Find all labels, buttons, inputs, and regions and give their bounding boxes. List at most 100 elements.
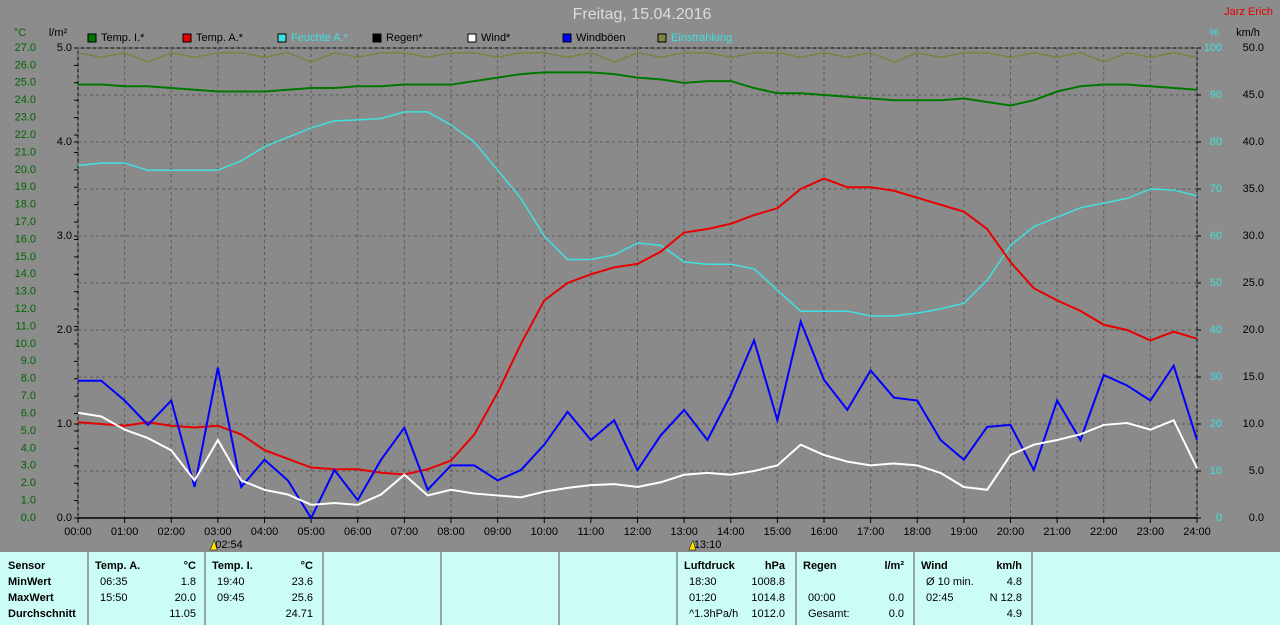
y-tick-label: 2.0 [57, 324, 72, 336]
y-tick-label: 5.0 [1249, 465, 1264, 477]
sun-icon [209, 539, 218, 551]
legend-label: Wind* [481, 32, 511, 44]
x-tick-label: 00:00 [64, 526, 92, 538]
y-tick-label: 0 [1216, 512, 1222, 524]
y-tick-label: 3.0 [21, 460, 36, 472]
legend-swatch [467, 33, 477, 43]
x-tick-label: 04:00 [251, 526, 279, 538]
stats-panel [0, 552, 1280, 625]
x-tick-label: 13:00 [670, 526, 698, 538]
data-line [77, 177, 1198, 476]
x-tick-label: 09:00 [484, 526, 512, 538]
column-header: Temp. I. [212, 560, 253, 572]
y-tick-label: 3.0 [57, 230, 72, 242]
y-tick-label: 1.0 [57, 418, 72, 430]
table-cell: 01:20 [689, 592, 717, 604]
table-cell: Ø 10 min. [926, 576, 974, 588]
y-tick-label: 24.0 [15, 94, 36, 106]
y-tick-label: 5.0 [21, 425, 36, 437]
table-cell: 4.8 [1007, 576, 1022, 588]
y-tick-label: 25.0 [1243, 277, 1264, 289]
data-line [77, 411, 1198, 506]
x-tick-label: 18:00 [903, 526, 931, 538]
table-cell: 1012.0 [751, 608, 785, 620]
x-tick-label: 15:00 [764, 526, 792, 538]
y-tick-label: 4.0 [21, 442, 36, 454]
column-unit: l/m² [884, 560, 904, 572]
x-tick-label: 17:00 [857, 526, 885, 538]
annotation: 02:54 [215, 539, 243, 551]
y-tick-label: 70 [1210, 183, 1222, 195]
y-tick-label: 30.0 [1243, 230, 1264, 242]
axis-title: km/h [1236, 27, 1260, 39]
y-tick-label: 4.0 [57, 136, 72, 148]
table-cell: 24.71 [285, 608, 313, 620]
y-tick-label: 19.0 [15, 181, 36, 193]
x-tick-label: 21:00 [1043, 526, 1071, 538]
legend-swatch [372, 33, 382, 43]
table-cell: ^1.3hPa/h [689, 608, 738, 620]
table-cell: 25.6 [292, 592, 313, 604]
y-tick-label: 15.0 [1243, 371, 1264, 383]
y-tick-label: 50.0 [1243, 42, 1264, 54]
x-tick-label: 05:00 [297, 526, 325, 538]
y-tick-label: 21.0 [15, 146, 36, 158]
x-tick-label: 23:00 [1137, 526, 1165, 538]
axis-title: l/m² [49, 27, 68, 39]
column-unit: hPa [765, 560, 786, 572]
y-tick-label: 0.0 [21, 512, 36, 524]
y-tick-label: 0.0 [1249, 512, 1264, 524]
x-tick-label: 12:00 [624, 526, 652, 538]
legend-label: Windböen [576, 32, 626, 44]
y-tick-label: 25.0 [15, 77, 36, 89]
legend-label: Einstrahlung [671, 32, 732, 44]
y-tick-label: 15.0 [15, 251, 36, 263]
y-tick-label: 10 [1210, 465, 1222, 477]
y-tick-label: 23.0 [15, 112, 36, 124]
column-header: Regen [803, 560, 837, 572]
x-tick-label: 10:00 [530, 526, 558, 538]
y-tick-label: 17.0 [15, 216, 36, 228]
table-cell: 02:45 [926, 592, 954, 604]
table-cell: 11.05 [169, 608, 196, 620]
data-line [77, 111, 1198, 317]
y-tick-label: 27.0 [15, 42, 36, 54]
legend-label: Temp. I.* [101, 32, 145, 44]
legend-swatch [87, 33, 97, 43]
x-tick-label: 07:00 [391, 526, 419, 538]
y-tick-label: 9.0 [21, 355, 36, 367]
table-cell: 09:45 [217, 592, 245, 604]
column-unit: km/h [996, 560, 1022, 572]
legend-swatch [182, 33, 192, 43]
legend-swatch [277, 33, 287, 43]
column-header: Wind [921, 560, 948, 572]
y-tick-label: 20 [1210, 418, 1222, 430]
legend-label: Regen* [386, 32, 423, 44]
y-tick-label: 13.0 [15, 286, 36, 298]
y-tick-label: 6.0 [21, 407, 36, 419]
author: Jarz Erich [1224, 6, 1273, 18]
x-tick-label: 16:00 [810, 526, 838, 538]
y-tick-label: 35.0 [1243, 183, 1264, 195]
table-cell: N 12.8 [990, 592, 1022, 604]
y-tick-label: 50 [1210, 277, 1222, 289]
x-tick-label: 14:00 [717, 526, 745, 538]
row-label: MinWert [8, 576, 52, 588]
y-tick-label: 100 [1204, 42, 1222, 54]
y-tick-label: 20.0 [1243, 324, 1264, 336]
legend-label: Temp. A.* [196, 32, 244, 44]
table-cell: 20.0 [175, 592, 196, 604]
table-cell: 23.6 [292, 576, 313, 588]
y-tick-label: 10.0 [1243, 418, 1264, 430]
y-tick-label: 11.0 [15, 320, 36, 332]
y-tick-label: 8.0 [21, 373, 36, 385]
x-tick-label: 03:00 [204, 526, 232, 538]
x-tick-label: 06:00 [344, 526, 372, 538]
table-cell: 1.8 [181, 576, 196, 588]
table-cell: 15:50 [100, 592, 128, 604]
x-tick-label: 01:00 [111, 526, 139, 538]
chart-title: Freitag, 15.04.2016 [573, 6, 712, 23]
legend-label: Feuchte A.* [291, 32, 349, 44]
table-cell: 4.9 [1007, 608, 1022, 620]
